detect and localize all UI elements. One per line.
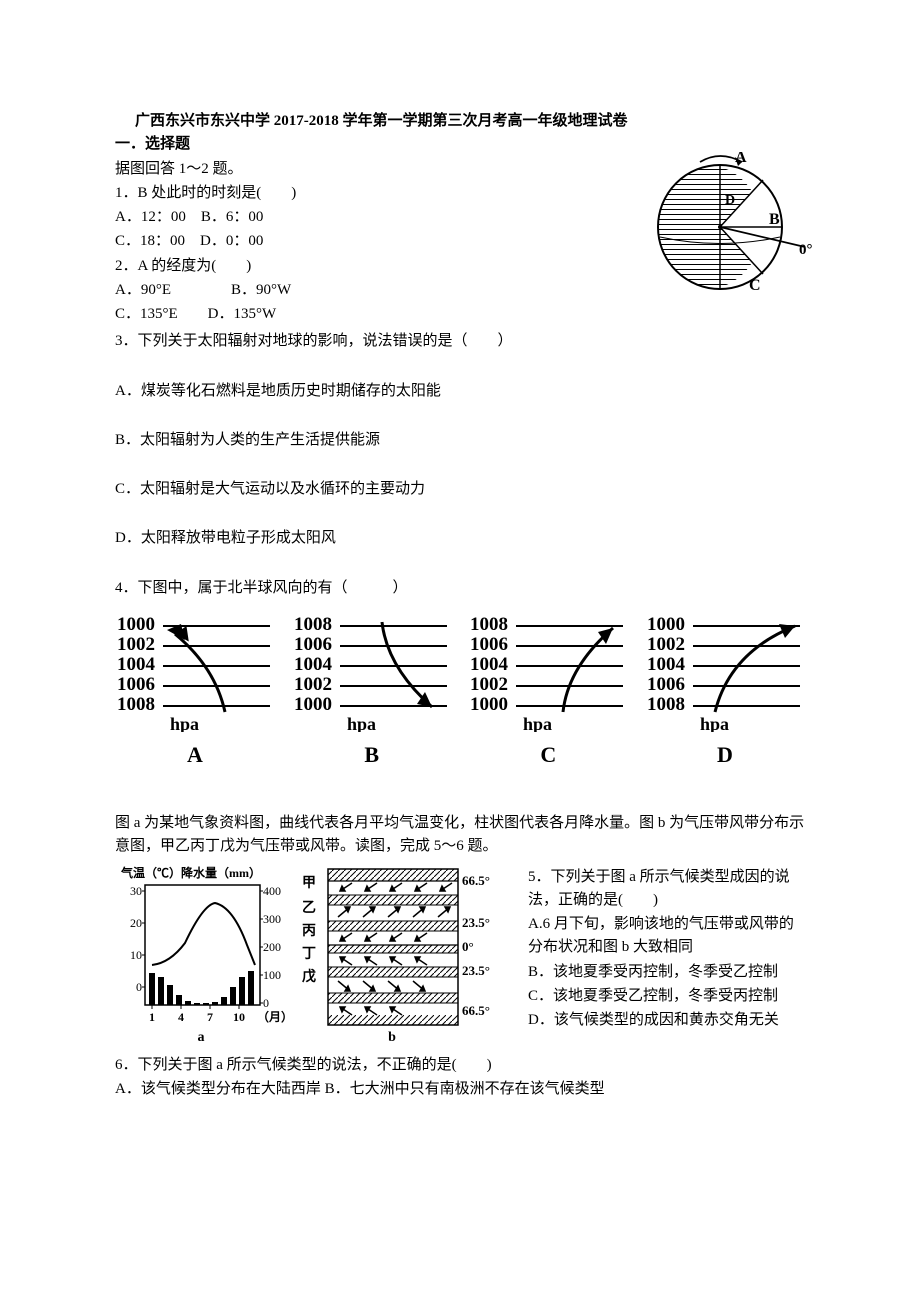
svg-text:1004: 1004	[470, 654, 509, 675]
q1-q2-block: 据图回答 1～2 题。 1．B 处此时的时刻是( ) A．12：00 B．6：0…	[115, 158, 805, 327]
wind-diagrams-row: 1000 1002 1004 1006 1008 hpa A	[115, 612, 805, 772]
wind-d: 1000 1002 1004 1006 1008 hpa D	[645, 612, 805, 772]
figure-b: 66.5° 23.5° 0° 23.5° 66.5° b	[320, 865, 510, 1053]
svg-text:300: 300	[263, 912, 281, 926]
wind-c: 1008 1006 1004 1002 1000 hpa C	[468, 612, 628, 772]
belt-label-jia: 甲	[294, 873, 316, 894]
belt-label-wu: 戊	[294, 967, 316, 988]
svg-text:hpa: hpa	[523, 714, 552, 732]
svg-text:1008: 1008	[647, 694, 685, 715]
svg-text:1006: 1006	[647, 674, 685, 695]
svg-text:23.5°: 23.5°	[462, 963, 490, 978]
svg-text:1004: 1004	[294, 654, 333, 675]
wind-a-v1: 1002	[117, 634, 155, 655]
svg-text:C: C	[749, 277, 761, 294]
svg-text:1002: 1002	[294, 674, 332, 695]
q3-c: C．太阳辐射是大气运动以及水循环的主要动力	[115, 478, 805, 501]
wind-c-label: C	[540, 742, 556, 767]
q5-stem: 5．下列关于图 a 所示气候类型成因的说法，正确的是( )	[528, 866, 805, 913]
svg-text:0°: 0°	[799, 242, 813, 258]
wind-a-v3: 1006	[117, 674, 155, 695]
wind-b: 1008 1006 1004 1002 1000 hpa B	[292, 612, 452, 772]
svg-text:b: b	[388, 1030, 396, 1045]
q3-a: A．煤炭等化石燃料是地质历史时期储存的太阳能	[115, 380, 805, 403]
svg-text:7: 7	[207, 1010, 213, 1024]
svg-text:4: 4	[178, 1010, 184, 1024]
q5-b: B．该地夏季受丙控制，冬季受乙控制	[528, 961, 805, 984]
q5-a: A.6 月下旬，影响该地的气压带或风带的分布状况和图 b 大致相同	[528, 913, 805, 960]
svg-text:1008: 1008	[294, 614, 332, 635]
svg-text:1008: 1008	[470, 614, 508, 635]
svg-text:a: a	[198, 1030, 205, 1045]
belt-label-ding: 丁	[294, 944, 316, 965]
svg-text:66.5°: 66.5°	[462, 873, 490, 888]
svg-text:400: 400	[263, 884, 281, 898]
belt-label-yi: 乙	[294, 898, 316, 919]
svg-text:10: 10	[130, 948, 142, 962]
svg-text:hpa: hpa	[347, 714, 376, 732]
q5-block: 5．下列关于图 a 所示气候类型成因的说法，正确的是( ) A.6 月下旬，影响…	[528, 865, 805, 1034]
svg-text:气温（℃）降水量（mm）: 气温（℃）降水量（mm）	[120, 865, 261, 880]
globe-diagram: A D B 0° C	[645, 152, 815, 310]
wind-a-v4: 1008	[117, 694, 155, 715]
svg-text:1006: 1006	[294, 634, 332, 655]
svg-text:1006: 1006	[470, 634, 508, 655]
wind-d-label: D	[717, 742, 733, 767]
svg-text:（月）: （月）	[257, 1009, 290, 1024]
svg-text:0: 0	[263, 996, 269, 1010]
svg-text:30: 30	[130, 884, 142, 898]
svg-text:200: 200	[263, 940, 281, 954]
wind-a-hpa: hpa	[170, 714, 199, 732]
belt-label-bing: 丙	[294, 921, 316, 942]
svg-text:1002: 1002	[647, 634, 685, 655]
q5-d: D．该气候类型的成因和黄赤交角无关	[528, 1009, 805, 1032]
intro-56: 图 a 为某地气象资料图，曲线代表各月平均气温变化，柱状图代表各月降水量。图 b…	[115, 812, 805, 859]
svg-text:0°: 0°	[462, 939, 474, 954]
svg-text:1: 1	[149, 1010, 155, 1024]
q3-stem: 3．下列关于太阳辐射对地球的影响，说法错误的是（ ）	[115, 330, 805, 353]
svg-text:66.5°: 66.5°	[462, 1003, 490, 1018]
svg-text:100: 100	[263, 968, 281, 982]
wind-a-v2: 1004	[117, 654, 156, 675]
svg-text:10: 10	[233, 1010, 245, 1024]
svg-text:1004: 1004	[647, 654, 686, 675]
figure-row: 气温（℃）降水量（mm） 30 20 10 0 4	[115, 865, 805, 1053]
svg-text:B: B	[769, 211, 780, 228]
exam-title: 广西东兴市东兴中学 2017-2018 学年第一学期第三次月考高一年级地理试卷	[115, 110, 805, 133]
q6-stem: 6．下列关于图 a 所示气候类型的说法，不正确的是( )	[115, 1054, 805, 1077]
q4-stem: 4．下图中，属于北半球风向的有（ ）	[115, 577, 805, 600]
svg-text:1000: 1000	[647, 614, 685, 635]
svg-text:A: A	[735, 152, 747, 166]
q6-a: A．该气候类型分布在大陆西岸 B．七大洲中只有南极洲不存在该气候类型	[115, 1078, 805, 1101]
wind-b-label: B	[364, 742, 379, 767]
svg-text:20: 20	[130, 916, 142, 930]
wind-a: 1000 1002 1004 1006 1008 hpa A	[115, 612, 275, 772]
svg-text:0: 0	[136, 980, 142, 994]
svg-text:D: D	[725, 193, 735, 208]
wind-a-label: A	[187, 742, 203, 767]
q3-b: B．太阳辐射为人类的生产生活提供能源	[115, 429, 805, 452]
figure-a: 气温（℃）降水量（mm） 30 20 10 0 4	[115, 865, 290, 1053]
svg-text:1000: 1000	[294, 694, 332, 715]
q3-d: D．太阳释放带电粒子形成太阳风	[115, 527, 805, 550]
svg-text:23.5°: 23.5°	[462, 915, 490, 930]
svg-text:hpa: hpa	[700, 714, 729, 732]
wind-a-v0: 1000	[117, 614, 155, 635]
q5-c: C．该地夏季受乙控制，冬季受丙控制	[528, 985, 805, 1008]
svg-text:1002: 1002	[470, 674, 508, 695]
svg-text:1000: 1000	[470, 694, 508, 715]
